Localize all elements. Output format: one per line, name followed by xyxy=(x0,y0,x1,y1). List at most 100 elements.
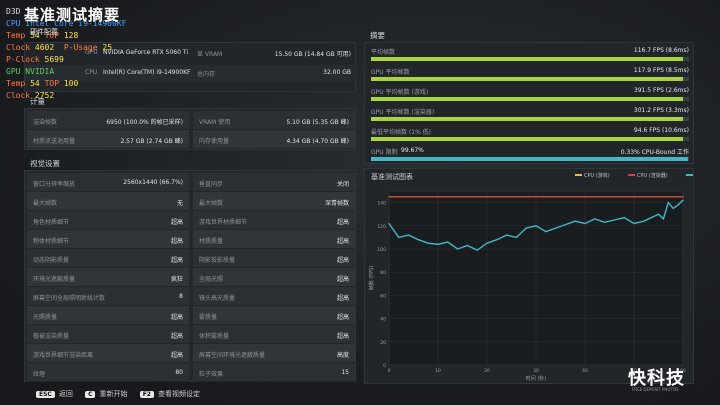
table-row: 最大帧数 无 xyxy=(27,192,189,211)
series-point xyxy=(427,242,429,244)
esc-key: ESC xyxy=(36,391,55,398)
stats-panel: 渲染帧数 6950 (100.0% 的帧已采样) VRAM 使用 5.10 GB (5… xyxy=(24,108,356,150)
table-row: 全局光照 超高 xyxy=(193,268,355,287)
series-point xyxy=(613,219,615,221)
setting-value: 超高 xyxy=(170,333,183,340)
setting-name: 全局光照 xyxy=(199,276,224,283)
table-row: 游戏世界细节渲染距离 超高 xyxy=(27,344,189,363)
cpu-label: CPU xyxy=(6,19,21,28)
summary-bar xyxy=(371,77,689,81)
vram-key: 显 VRAM xyxy=(197,51,223,58)
table-row: 体积雾质量 超高 xyxy=(193,325,355,344)
x-tick-label: 10 xyxy=(435,368,441,374)
setting-name: 物体材质细节 xyxy=(33,238,70,245)
performance-overlay: D3D CPU Intel Core i9-14900KF Temp 54 TO… xyxy=(6,6,126,102)
setting-name: 窗口分辨率缩放 xyxy=(33,181,76,188)
series-point xyxy=(564,224,566,226)
series-point xyxy=(545,231,547,233)
legend-swatch xyxy=(686,174,693,176)
summary-value: 301.2 FPS (3.3ms) xyxy=(633,107,689,114)
gpu-key: GPU xyxy=(85,49,98,56)
series-point xyxy=(388,196,390,198)
setting-value: 80 xyxy=(175,369,183,376)
series-point xyxy=(633,222,635,225)
setting-value: 超高 xyxy=(336,333,349,340)
setting-value: 8 xyxy=(179,293,183,300)
setting-name: 环境光遮蔽质量 xyxy=(33,276,76,283)
d3d-label: D3D xyxy=(6,7,21,16)
series-point xyxy=(525,227,527,229)
series-point xyxy=(447,241,449,243)
series-point xyxy=(555,227,557,229)
pclock-value: 5699 xyxy=(44,55,64,64)
series-point xyxy=(584,222,586,225)
summary-bar xyxy=(371,57,689,61)
setting-name: 最大帧数 xyxy=(33,200,58,207)
setting-value: 超高 xyxy=(170,352,183,359)
pclock-label: P-Clock xyxy=(6,55,40,64)
stats-heading: 计量 xyxy=(30,97,45,106)
y-tick-label: 60 xyxy=(380,293,386,299)
x-tick-label: 40 xyxy=(582,368,588,374)
summary-panel: 平均帧数 116.7 FPS (8.6ms) GPU 平均帧数 117.9 FPS (… xyxy=(364,42,694,164)
legend-label: CPU (渲染器) xyxy=(637,172,668,179)
back-button[interactable]: ESC 返回 xyxy=(36,390,73,398)
setting-value: 超高 xyxy=(336,295,349,302)
vram-value: 15.50 GB (14.84 GB 可用) xyxy=(274,51,351,58)
tab-hardware-config[interactable]: 硬件配置 xyxy=(30,28,58,36)
gpu-clock-value: 2752 xyxy=(34,91,55,100)
series-point xyxy=(623,217,625,219)
summary-item: GPU 平均帧数 (游戏) 391.5 FPS (2.6ms) xyxy=(371,85,689,104)
setting-value: 4.34 GB (4.70 GB 峰) xyxy=(286,138,349,145)
y-tick-label: 80 xyxy=(380,270,386,276)
summary-percent: 99.67% xyxy=(401,147,424,154)
series-point xyxy=(466,244,468,247)
table-row: VRAM 使用 5.10 GB (5.35 GB 峰) xyxy=(193,111,355,130)
setting-value: 15 xyxy=(341,369,349,376)
setting-value: 无 xyxy=(176,200,183,207)
f2-key: F2 xyxy=(139,391,154,398)
legend-swatch xyxy=(628,174,635,176)
table-row: 环境光遮蔽质量 疯狂 xyxy=(27,268,189,287)
table-row: 光照质量 超高 xyxy=(27,306,189,325)
setting-value: 2.57 GB (2.74 GB 峰) xyxy=(120,138,183,145)
table-row: 角色材质细节 超高 xyxy=(27,211,189,230)
setting-name: 体积雾质量 xyxy=(199,333,230,340)
setting-name: 阴影投影质量 xyxy=(199,257,236,264)
summary-bar-fill xyxy=(371,77,683,81)
summary-bar-fill xyxy=(371,97,683,101)
setting-value: 超高 xyxy=(170,314,183,321)
cpu-temp-value: 54 xyxy=(30,31,40,40)
setting-value: 超高 xyxy=(336,257,349,264)
restart-button[interactable]: C 重新开始 xyxy=(85,390,127,398)
series-point xyxy=(672,207,674,209)
gpu-top-label: TOP xyxy=(44,79,60,88)
system-info-row-cpu: CPU Intel(R) Core(TM) i9-14900KF 总内存 32.… xyxy=(25,65,357,81)
table-row: 物体材质细节 超高 xyxy=(27,230,189,249)
x-tick-label: 30 xyxy=(533,368,539,374)
series-point xyxy=(667,202,669,204)
y-tick-label: 40 xyxy=(380,317,386,323)
cpu-value: Intel(R) Core(TM) i9-14900KF xyxy=(103,69,191,76)
setting-name: 镜头高光质量 xyxy=(199,295,236,302)
setting-value: 超高 xyxy=(170,219,183,226)
settings-panel: 窗口分辨率缩放 2560x1440 (66.7%) 垂直同步 关闭 最大帧数 无 最大帧数 深… xyxy=(24,170,356,382)
video-settings-button[interactable]: F2 查看视频设定 xyxy=(139,390,200,398)
gpu-top-value: 100 xyxy=(63,79,79,88)
setting-name: 游戏世界细节渲染距离 xyxy=(33,352,94,359)
x-tick-label: 50 xyxy=(631,368,637,374)
setting-value: 5.10 GB (5.35 GB 峰) xyxy=(286,119,349,126)
summary-label: 最低平均帧数 (1% 低) xyxy=(371,129,432,136)
setting-name: 材质质量 xyxy=(199,238,224,245)
summary-bar xyxy=(371,97,689,101)
table-row: 最大帧数 深青帧数 xyxy=(193,192,355,211)
setting-value: 关闭 xyxy=(336,181,349,188)
y-tick-label: 20 xyxy=(380,340,386,346)
back-label: 返回 xyxy=(58,390,73,398)
summary-item: 最低平均帧数 (1% 低) 94.6 FPS (10.6ms) xyxy=(371,125,689,144)
series-point xyxy=(408,234,410,236)
summary-value: 391.5 FPS (2.6ms) xyxy=(633,87,689,94)
table-row: 雾质量 超高 xyxy=(193,306,355,325)
summary-value: 0.33% CPU-Bound 工作 xyxy=(620,149,689,156)
